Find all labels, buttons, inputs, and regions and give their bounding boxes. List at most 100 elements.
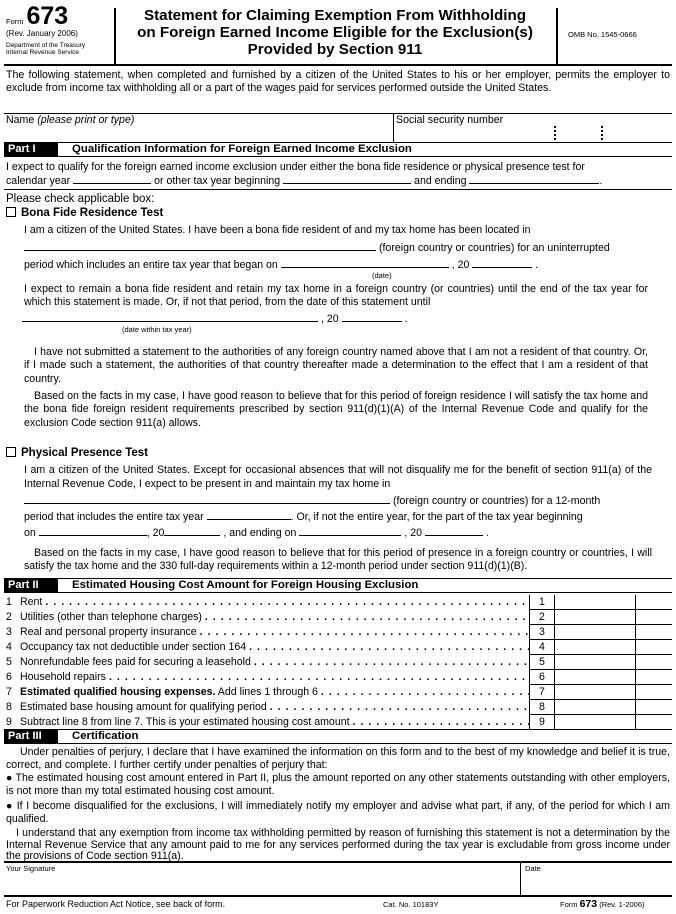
leader-dots: ........................................… (253, 656, 530, 668)
omb-number: OMB No. 1545-0666 (568, 30, 637, 39)
foreign-country-field[interactable] (24, 494, 390, 504)
housing-line-6: 6 Household repairs .....................… (4, 670, 530, 685)
presence-start-year-field[interactable] (164, 526, 221, 536)
date-field[interactable]: Date (525, 864, 672, 895)
housing-line-7: 7 Estimated qualified housing expenses. A… (4, 685, 530, 700)
line-label: Estimated base housing amount for qualif… (20, 701, 267, 713)
amount-field-7[interactable]: 7 (529, 685, 672, 700)
intro-text: The following statement, when completed … (6, 69, 670, 94)
text: (foreign country or countries) for an un… (378, 242, 610, 254)
option-label: Bona Fide Residence Test (21, 207, 164, 219)
amount-field-1[interactable]: 1 (529, 595, 672, 610)
text: The estimated housing cost amount entere… (6, 772, 670, 797)
part2-header: Part II Estimated Housing Cost Amount fo… (4, 578, 672, 593)
text: or other tax year beginning (154, 175, 281, 187)
signature-field[interactable]: Your Signature (6, 864, 518, 895)
cents-divider (635, 685, 636, 700)
presence-end-date-field[interactable] (299, 526, 402, 536)
box-number: 8 (529, 700, 555, 715)
cents-divider (635, 610, 636, 625)
revision: (Rev. January 2006) (6, 29, 78, 38)
form-title: Statement for Claiming Exemption From Wi… (116, 7, 554, 58)
text: (Rev. 1-2006) (599, 900, 645, 909)
part-title: Certification (72, 730, 139, 742)
name-field[interactable]: Name (please print or type) (4, 114, 393, 142)
name-label: Name (6, 114, 35, 126)
part3-header: Part III Certification (4, 729, 672, 744)
bona-fide-option[interactable]: Bona Fide Residence Test (6, 207, 163, 219)
tax-year-begin-field[interactable] (283, 174, 412, 184)
remain-date-row: , 20 . (date within tax year) (22, 312, 407, 334)
box-number: 3 (529, 625, 555, 640)
tax-year-end-field[interactable] (469, 174, 600, 184)
presence-start-date-field[interactable] (38, 526, 147, 536)
foreign-country-field[interactable] (24, 241, 376, 251)
text: , 20 (146, 527, 165, 539)
cents-divider (635, 625, 636, 640)
amount-field-5[interactable]: 5 (529, 655, 672, 670)
remain-year-field[interactable] (341, 312, 402, 322)
cents-divider (635, 715, 636, 730)
tax-year-field[interactable] (206, 510, 291, 520)
physical-presence-checkbox[interactable] (6, 447, 16, 457)
rule (4, 861, 672, 863)
text: calendar year (6, 175, 71, 187)
part-title: Estimated Housing Cost Amount for Foreig… (72, 579, 419, 591)
line-number: 3 (6, 626, 12, 638)
cents-divider (635, 595, 636, 610)
text: period that includes the entire tax year (24, 511, 204, 523)
text: and ending (414, 175, 467, 187)
amount-field-4[interactable]: 4 (529, 640, 672, 655)
calendar-year-field[interactable] (73, 174, 152, 184)
divider (393, 114, 394, 142)
certification-text: Under penalties of perjury, I declare th… (6, 746, 670, 863)
catalog-number: Cat. No. 10183Y (383, 900, 439, 909)
title-line: Provided by Section 911 (247, 41, 423, 58)
residence-start-date-field[interactable] (280, 258, 449, 268)
rule (4, 113, 672, 114)
line-label: Real and personal property insurance (20, 626, 197, 638)
title-line: on Foreign Earned Income Eligible for th… (137, 24, 533, 41)
bona-fide-statement: I have not submitted a statement to the … (24, 346, 648, 385)
text: I understand that any exemption from inc… (6, 827, 670, 862)
amount-field-6[interactable]: 6 (529, 670, 672, 685)
part-label: Part II (4, 579, 58, 592)
cents-divider (635, 640, 636, 655)
ssn-field[interactable]: Social security number (396, 114, 672, 142)
box-number: 6 (529, 670, 555, 685)
residence-start-year-field[interactable] (472, 258, 533, 268)
signature-label: Your Signature (6, 864, 56, 873)
amount-field-9[interactable]: 9 (529, 715, 672, 730)
form-label: Form (6, 17, 24, 26)
paperwork-notice: For Paperwork Reduction Act Notice, see … (6, 899, 226, 909)
leader-dots: ........................................… (204, 611, 530, 623)
text: If I become disqualified for the exclusi… (6, 800, 670, 825)
leader-dots: ........................................… (320, 686, 530, 698)
line-label: Rent (20, 596, 43, 608)
text: period which includes an entire tax year… (24, 259, 278, 271)
bona-fide-belief: Based on the facts in my case, I have go… (24, 390, 648, 429)
amount-field-2[interactable]: 2 (529, 610, 672, 625)
line-number: 5 (6, 656, 12, 668)
amount-field-8[interactable]: 8 (529, 700, 672, 715)
text: on (24, 527, 36, 539)
rule (4, 189, 672, 190)
housing-line-3: 3 Real and personal property insurance ..… (4, 625, 530, 640)
bona-fide-remain: I expect to remain a bona fide resident … (24, 283, 648, 309)
line-number: 9 (6, 716, 12, 728)
bona-fide-checkbox[interactable] (6, 207, 16, 217)
please-check: Please check applicable box: (6, 193, 155, 205)
housing-line-5: 5 Nonrefundable fees paid for securing a … (4, 655, 530, 670)
leader-dots: ........................................… (199, 626, 530, 638)
rule (4, 895, 672, 897)
amount-field-3[interactable]: 3 (529, 625, 672, 640)
text: , 20 (451, 259, 470, 271)
housing-line-2: 2 Utilities (other than telephone charges… (4, 610, 530, 625)
leader-dots: ........................................… (352, 716, 530, 728)
text: I am a citizen of the United States. I h… (24, 224, 531, 236)
presence-end-year-field[interactable] (424, 526, 483, 536)
divider (556, 8, 558, 64)
remain-date-field[interactable] (22, 312, 318, 322)
tax-year-statement: I expect to qualify for the foreign earn… (6, 161, 670, 188)
physical-presence-option[interactable]: Physical Presence Test (6, 447, 148, 459)
